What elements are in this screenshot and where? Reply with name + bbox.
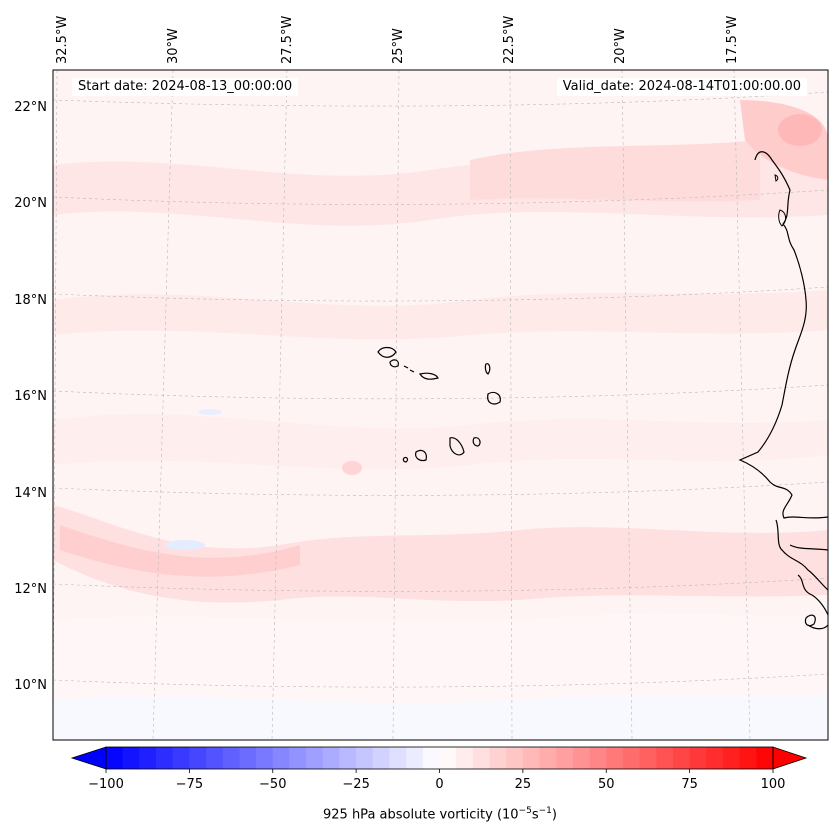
colorbar-title-close: )	[551, 807, 557, 823]
colorbar-cell	[106, 747, 124, 769]
lon-label-30w: 30°W	[166, 28, 181, 64]
colorbar-cell	[272, 747, 290, 769]
colorbar-cells	[106, 747, 774, 769]
colorbar-cell	[539, 747, 557, 769]
coastline-detail	[778, 209, 787, 227]
colorbar-title: 925 hPa absolute vorticity (10−5s−1)	[0, 806, 837, 822]
colorbar-cell	[689, 747, 707, 769]
colorbar-title-exp1: −5	[518, 806, 532, 816]
colorbar-cell	[706, 747, 724, 769]
colorbar-tick-label: −75	[176, 777, 203, 792]
lat-label-14n: 14°N	[14, 486, 47, 501]
coastline-detail2	[774, 174, 779, 182]
coastline-africa	[738, 151, 828, 630]
colorbar-cell	[156, 747, 174, 769]
colorbar-title-text: 925 hPa absolute vorticity (10	[323, 807, 519, 823]
colorbar-cell	[356, 747, 374, 769]
colorbar-cell	[489, 747, 507, 769]
colorbar-tick-label: 0	[435, 777, 443, 792]
colorbar-tick-label: 100	[761, 777, 786, 792]
colorbar-cell	[456, 747, 474, 769]
vorticity-band-south	[53, 505, 828, 603]
valid-date-label: Valid_date: 2024-08-14T01:00:00.00	[556, 78, 807, 96]
gridlines	[53, 70, 828, 740]
lat-label-18n: 18°N	[14, 293, 47, 308]
vorticity-band-mid	[53, 290, 828, 340]
colorbar-cell	[722, 747, 741, 769]
colorbar-cell	[139, 747, 157, 769]
start-date-label: Start date: 2024-08-13_00:00:00	[72, 78, 299, 96]
colorbar-tick-label: −25	[342, 777, 369, 792]
colorbar-cell	[389, 747, 407, 769]
colorbar-ticks: −100 −75 −50 −25 0 25 50 75 100	[88, 769, 785, 792]
colorbar-cell	[206, 747, 224, 769]
colorbar-cell	[606, 747, 624, 769]
lat-label-10n: 10°N	[14, 678, 47, 693]
colorbar-cell	[572, 747, 590, 769]
colorbar-tick-label: −50	[259, 777, 286, 792]
vorticity-negative-patch2	[198, 409, 222, 415]
colorbar-cell	[122, 747, 140, 769]
lat-label-20n: 20°N	[14, 196, 47, 211]
lon-label-25w: 25°W	[391, 28, 406, 64]
colorbar-tick-label: −100	[88, 777, 124, 792]
colorbar-cell	[256, 747, 274, 769]
lat-label-16n: 16°N	[14, 389, 47, 404]
vorticity-band-ne	[470, 140, 760, 202]
colorbar: −100 −75 −50 −25 0 25 50 75 100	[70, 746, 808, 792]
vorticity-field	[53, 70, 828, 740]
vorticity-negative-patch	[165, 540, 205, 550]
vorticity-streak	[60, 525, 300, 577]
colorbar-cell	[172, 747, 190, 769]
colorbar-cell	[406, 747, 424, 769]
colorbar-cell	[506, 747, 524, 769]
map-frame	[52, 69, 829, 741]
vorticity-coastal-core	[778, 114, 822, 146]
lon-label-27-5w: 27.5°W	[280, 16, 295, 64]
lat-label-12n: 12°N	[14, 582, 47, 597]
lon-label-20w: 20°W	[613, 28, 628, 64]
colorbar-tick-label: 50	[598, 777, 615, 792]
lat-labels: 22°N 20°N 18°N 16°N 14°N 12°N 10°N	[14, 100, 47, 693]
colorbar-cell	[322, 747, 340, 769]
colorbar-cell	[339, 747, 357, 769]
colorbar-cell	[556, 747, 574, 769]
cape-verde-islands	[377, 346, 501, 463]
lon-label-32-5w: 32.5°W	[55, 16, 70, 64]
colorbar-cell	[422, 747, 440, 769]
colorbar-cell	[639, 747, 657, 769]
colorbar-title-exp2: −1	[538, 806, 552, 816]
colorbar-cell	[656, 747, 674, 769]
colorbar-cell	[222, 747, 240, 769]
lon-label-17-5w: 17.5°W	[725, 16, 740, 64]
colorbar-cell	[522, 747, 540, 769]
colorbar-cell	[189, 747, 207, 769]
vorticity-spot	[342, 461, 362, 475]
colorbar-tick-label: 75	[681, 777, 698, 792]
vorticity-band-mid2	[53, 414, 828, 470]
colorbar-cell	[672, 747, 691, 769]
colorbar-cell	[439, 747, 457, 769]
colorbar-cell	[739, 747, 757, 769]
colorbar-tick-label: 25	[515, 777, 532, 792]
colorbar-cell	[372, 747, 390, 769]
colorbar-max-extend	[772, 746, 808, 770]
colorbar-cell	[289, 747, 307, 769]
colorbar-min-extend	[70, 746, 107, 770]
colorbar-cell	[239, 747, 257, 769]
colorbar-cell	[306, 747, 324, 769]
colorbar-cell	[589, 747, 607, 769]
lon-labels: 32.5°W 30°W 27.5°W 25°W 22.5°W 20°W 17.5…	[55, 16, 740, 64]
colorbar-title-mid: s	[531, 807, 539, 823]
colorbar-cell	[756, 747, 774, 769]
lon-label-22-5w: 22.5°W	[502, 16, 517, 64]
colorbar-cell	[472, 747, 490, 769]
lat-label-22n: 22°N	[14, 100, 47, 115]
vorticity-weak-negative	[53, 695, 828, 740]
colorbar-cell	[622, 747, 640, 769]
